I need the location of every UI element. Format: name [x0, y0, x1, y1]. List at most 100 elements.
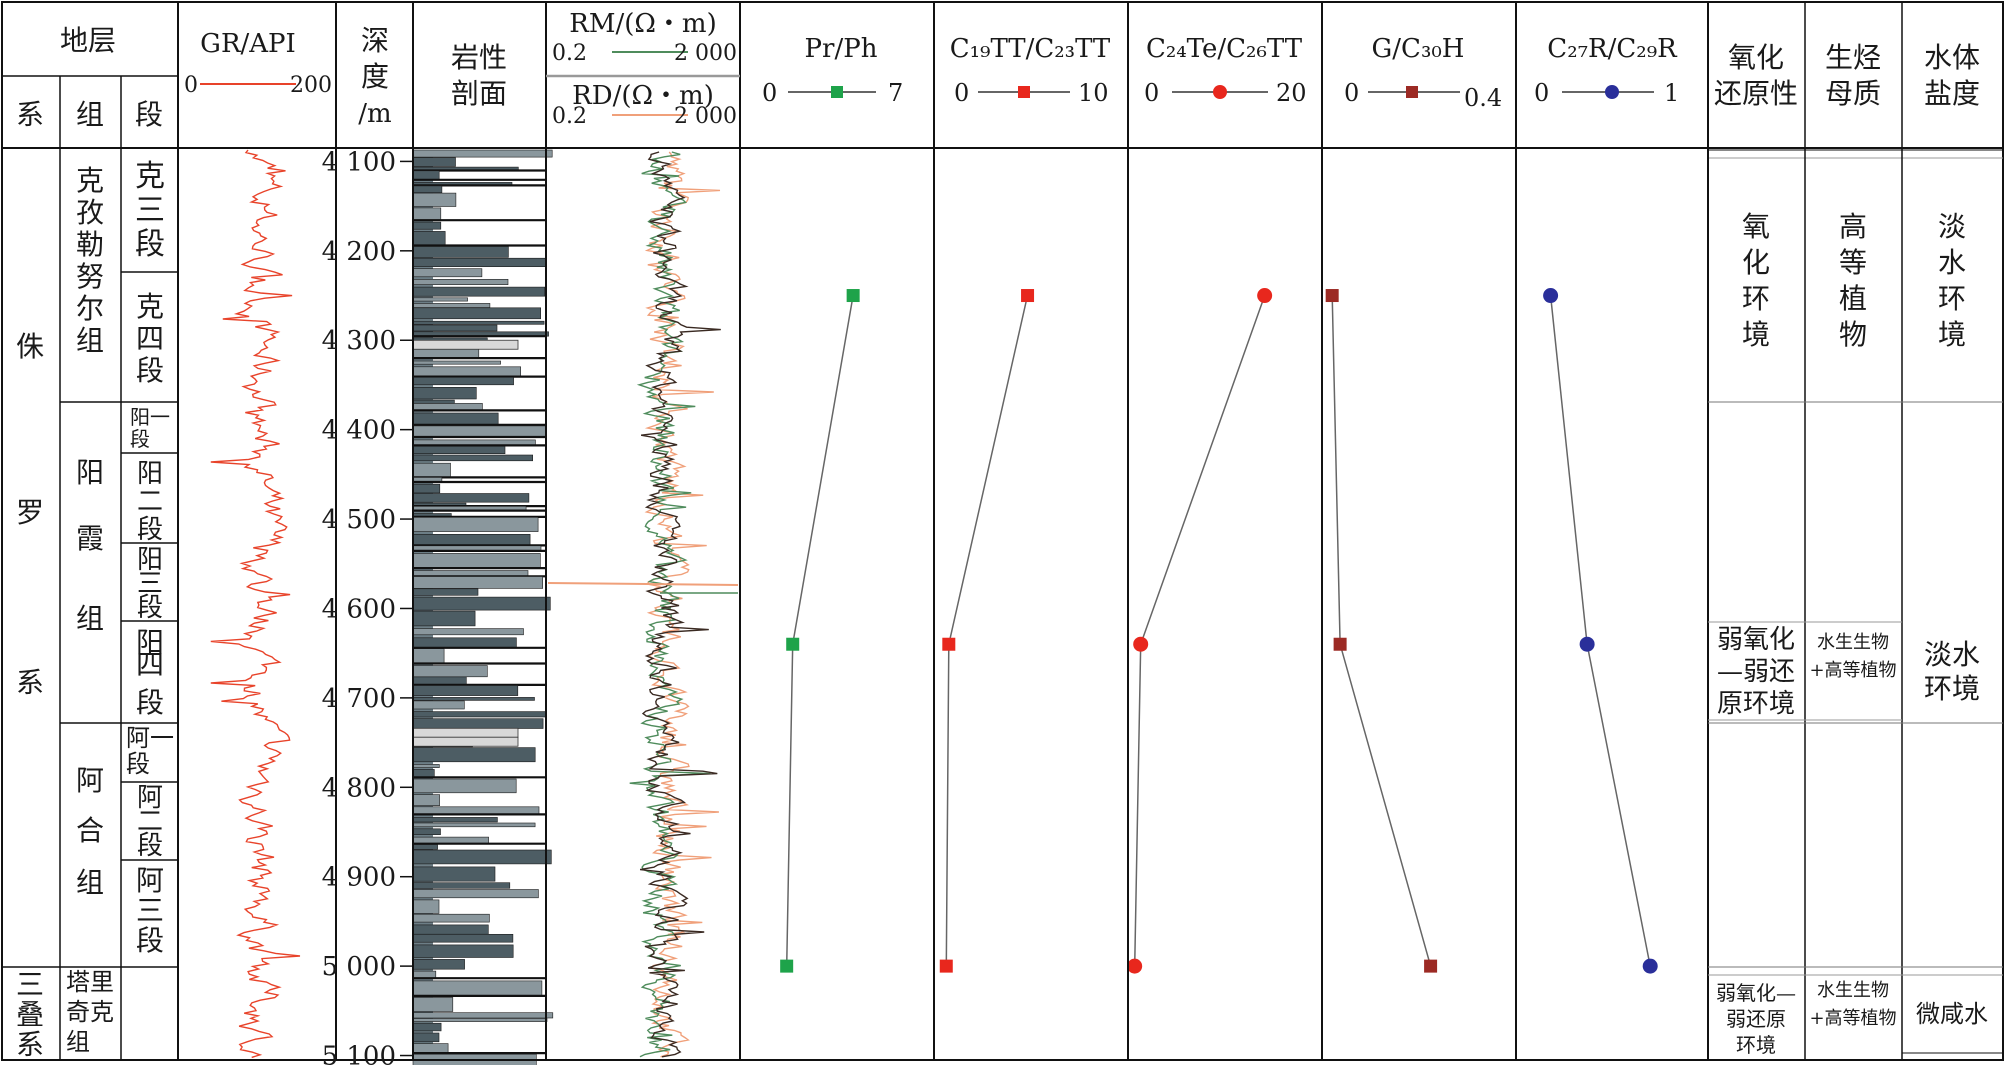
prph-header-min: 0: [762, 79, 777, 107]
rd-spike: [547, 582, 739, 586]
rm-header-title: RM/(Ω・m): [569, 9, 716, 39]
source-lower-2: +高等植物: [1809, 1008, 1896, 1029]
lithology-bed: [412, 697, 535, 701]
member-a3-3: 段: [136, 924, 164, 957]
member-a3-1: 阿: [136, 864, 164, 897]
series-point: [1257, 288, 1273, 304]
depth-header-2: 度: [361, 60, 389, 93]
lithology-header-1: 岩性: [451, 41, 507, 74]
lithology-bed: [412, 913, 490, 923]
member-yang1-2: 段: [130, 427, 150, 451]
series-line: [945, 295, 1029, 967]
lithology-bed: [412, 533, 531, 546]
c19-header-min: 0: [954, 79, 969, 107]
lithology-bed: [412, 1032, 440, 1043]
lithology-bed: [412, 1022, 442, 1032]
lithology-light-bed: [412, 736, 519, 747]
series-line: [1133, 295, 1266, 967]
c19-header-max: 10: [1078, 79, 1109, 107]
system-jurassic-2: 罗: [16, 496, 44, 529]
redox-upper-1: 氧: [1742, 210, 1770, 243]
prph-header-title: Pr/Ph: [805, 34, 878, 64]
member-a1-2: 段: [126, 750, 150, 778]
redox-middle-3: 原环境: [1717, 689, 1795, 719]
member-yang4-2: 四: [136, 648, 164, 681]
lithology-bed: [412, 149, 553, 158]
lithology-bed: [412, 246, 509, 258]
redox-header-2: 还原性: [1714, 77, 1798, 110]
member-yang4-3: 段: [136, 686, 164, 719]
lithology-bed: [412, 924, 489, 935]
formation-ahe-3: 组: [76, 866, 104, 899]
series-point: [1333, 637, 1347, 651]
c24-header-title: C₂₄Te/C₂₆TT: [1146, 34, 1303, 64]
source-middle-1: 水生生物: [1817, 632, 1889, 653]
lithology-bed: [412, 493, 530, 503]
lithology-header-2: 剖面: [451, 77, 507, 110]
formation-talike-2: 奇克: [66, 998, 114, 1026]
stratum-header: 地层: [60, 24, 116, 57]
lithology-bed: [412, 822, 536, 828]
series-point: [1642, 958, 1658, 974]
lithology-bed: [412, 700, 465, 710]
series-line: [785, 295, 854, 967]
salinity-upper-1: 淡: [1938, 210, 1966, 243]
gr-curve: [210, 149, 301, 1059]
lithology-bed: [412, 817, 498, 823]
depth-tick-label: 4 400: [322, 416, 396, 446]
lithology-bed: [412, 231, 446, 246]
salinity-middle-2: 环境: [1924, 672, 1980, 705]
series-point: [1424, 959, 1438, 973]
interpretation-columns: 氧 化 环 境 高 等 植 物 淡 水 环 境 弱氧化 —弱还 原环境 水生生物…: [1708, 210, 1988, 1057]
redox-lower-3: 环境: [1736, 1033, 1776, 1057]
lithology-bed: [412, 454, 533, 462]
member-yang3-1: 阳: [137, 545, 163, 575]
lithology-bed: [412, 610, 476, 627]
member-a2-1: 阿: [137, 783, 163, 813]
series-point: [1325, 289, 1339, 303]
lithology-bed: [412, 648, 445, 664]
lithology-bed: [412, 628, 524, 636]
lithology-bed: [412, 360, 501, 365]
c19-legend-marker: [1018, 86, 1030, 98]
system-triassic-3: 系: [16, 1028, 44, 1061]
lithology-bed: [412, 747, 536, 763]
rd-header-title: RD/(Ω・m): [572, 81, 714, 111]
lithology-bed: [412, 828, 441, 835]
lithology-bed: [412, 445, 506, 454]
gr-header-title: GR/API: [200, 29, 296, 59]
depth-tick-label: 4 900: [322, 863, 396, 893]
lithology-bed: [412, 899, 440, 914]
redox-middle-1: 弱氧化: [1717, 625, 1795, 655]
rm-header-max: 2 000: [674, 41, 737, 66]
redox-lower-1: 弱氧化—: [1716, 981, 1796, 1005]
lithology-bed: [412, 286, 546, 297]
member-header: 段: [135, 98, 163, 131]
member-yang1-1: 阳一: [130, 405, 170, 429]
c19-header-title: C₁₉TT/C₂₃TT: [950, 34, 1111, 64]
lithology-bed: [412, 980, 543, 997]
system-triassic-2: 叠: [16, 998, 44, 1031]
member-a3-2: 三: [136, 894, 164, 927]
series-point: [939, 959, 953, 973]
lithology-bed: [412, 170, 440, 181]
series-point: [1127, 958, 1143, 974]
redox-upper-4: 境: [1742, 318, 1770, 351]
series-point: [1021, 289, 1035, 303]
lithology-bed: [412, 1018, 548, 1022]
lithology-bed: [412, 764, 440, 769]
depth-tick-label: 4 500: [322, 505, 396, 535]
salinity-upper-4: 境: [1938, 318, 1966, 351]
source-upper-2: 等: [1839, 246, 1867, 279]
formation-talike-3: 组: [66, 1028, 90, 1056]
member-a2-2: 二: [137, 807, 163, 837]
series-connector-lines: [785, 295, 1651, 967]
formation-kezilenuer-1: 克: [76, 164, 104, 197]
series-line: [1549, 295, 1651, 967]
lithology-bed: [412, 778, 517, 794]
formation-talike-1: 塔里: [66, 968, 114, 996]
lithology-bed: [412, 399, 455, 404]
prph-header-max: 7: [888, 79, 903, 107]
formation-kezilenuer-6: 组: [76, 324, 104, 357]
member-ke3-1: 克: [135, 159, 165, 194]
